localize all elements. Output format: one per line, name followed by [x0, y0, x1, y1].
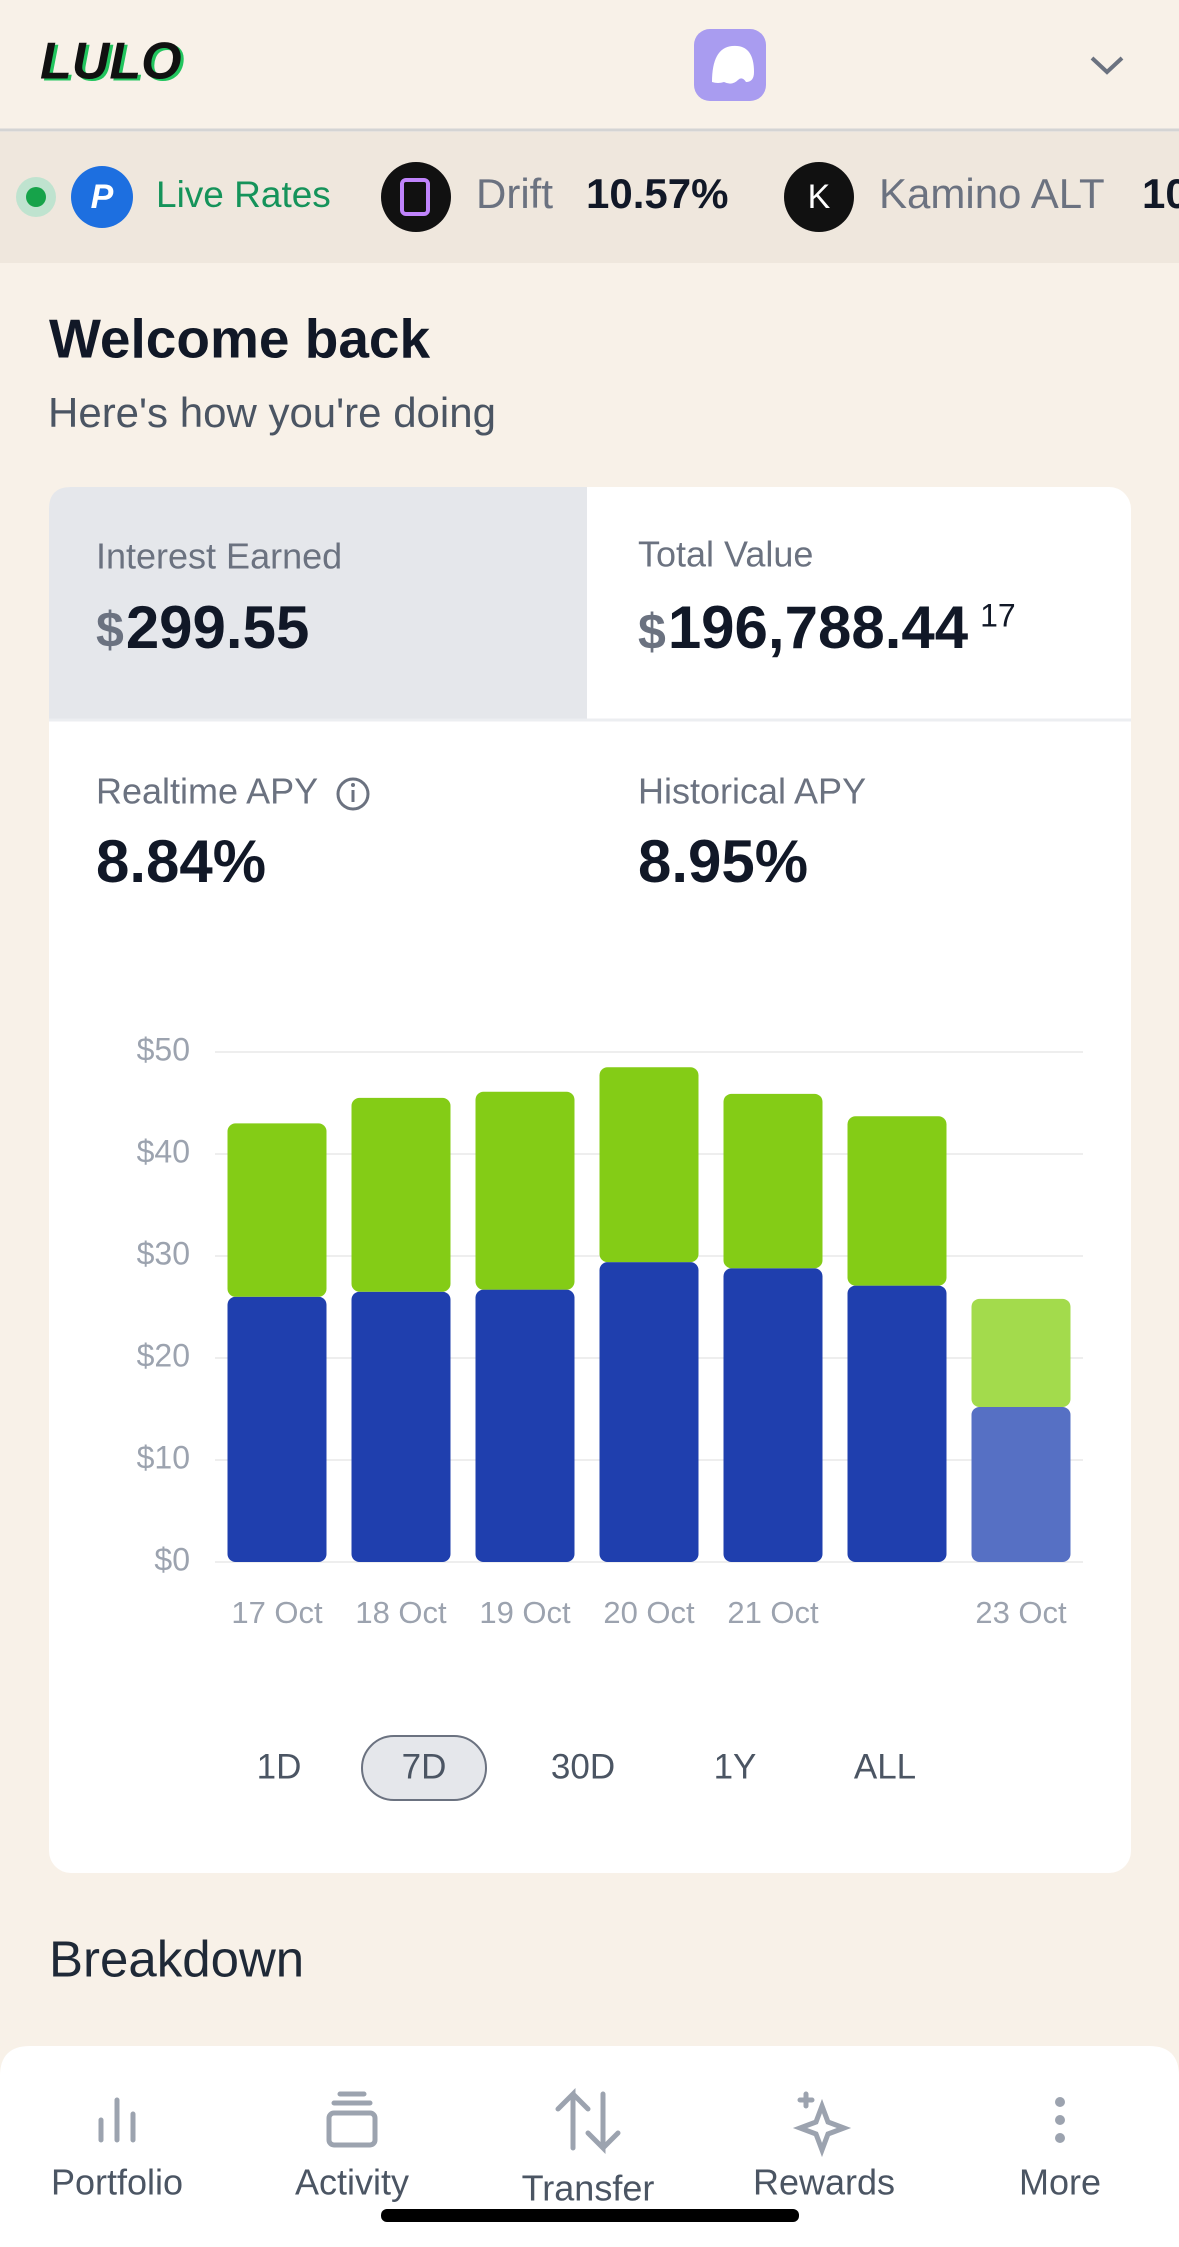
- dot: [1055, 2097, 1065, 2107]
- y-tick-label: $0: [154, 1541, 190, 1577]
- bar-segment[interactable]: [227, 1296, 327, 1562]
- y-tick-label: $50: [137, 1031, 190, 1067]
- chart: $0 $10 $20 $30 $40 $50 17 Oct 18 Oct 19 Oct 20 Oc…: [137, 1031, 1083, 1630]
- bar-segment[interactable]: [971, 1406, 1071, 1562]
- kamino-icon: [784, 162, 854, 232]
- chevron[interactable]: [1090, 56, 1124, 75]
- activity-icon: [326, 2110, 378, 2148]
- nav-label[interactable]: More: [1019, 2162, 1101, 2203]
- currency: $: [96, 602, 124, 658]
- paypal-glyph: P: [91, 178, 114, 216]
- ticker-name[interactable]: Kamino ALT: [879, 170, 1105, 217]
- range-selector: 1D 7D 30D 1Y ALL: [257, 1735, 916, 1801]
- drift-glyph: [400, 178, 430, 216]
- bar-segment[interactable]: [475, 1289, 575, 1562]
- bar-segment[interactable]: [971, 1298, 1071, 1407]
- stat-label: Interest Earned: [96, 536, 342, 577]
- info-icon[interactable]: [336, 777, 370, 811]
- dot: [1055, 2133, 1065, 2143]
- portfolio-icon: [98, 2097, 136, 2143]
- ticker-bar: [0, 132, 1179, 263]
- bar-segment[interactable]: [723, 1093, 823, 1269]
- x-tick-label: 23 Oct: [975, 1595, 1067, 1630]
- nav-label[interactable]: Portfolio: [51, 2162, 183, 2203]
- nav-labels: Portfolio Activity Transfer Rewards More: [51, 2162, 1101, 2209]
- ghost-icon: [712, 45, 754, 84]
- interest-cell[interactable]: [49, 487, 587, 719]
- stat-label: Historical APY: [638, 771, 866, 812]
- ticker-rate[interactable]: 10.57%: [586, 170, 728, 217]
- range-option[interactable]: 1Y: [714, 1747, 757, 1786]
- ticker-rate[interactable]: 10: [1142, 170, 1179, 217]
- x-tick-label: 19 Oct: [479, 1595, 571, 1630]
- nav-label[interactable]: Activity: [295, 2162, 409, 2203]
- activity-icon-lines: [331, 2091, 373, 2106]
- x-tick-label: 18 Oct: [355, 1595, 447, 1630]
- stat-value: 196,788.44: [668, 594, 969, 661]
- bar-segment[interactable]: [599, 1067, 699, 1263]
- bar-segment[interactable]: [847, 1116, 947, 1286]
- nav-bar: [0, 2046, 1179, 2247]
- y-tick-label: $20: [137, 1337, 190, 1373]
- stat-value: 8.84%: [96, 828, 266, 895]
- info-icon-dot: [351, 783, 355, 787]
- stat-label: Total Value: [638, 534, 813, 575]
- section-title: Breakdown: [49, 1930, 304, 1987]
- nav-label[interactable]: Rewards: [753, 2162, 895, 2203]
- drift-icon: [381, 162, 451, 232]
- welcome-title: Welcome back: [49, 308, 431, 370]
- bar-segment[interactable]: [351, 1291, 451, 1562]
- more-icon: [1055, 2097, 1065, 2143]
- kamino-glyph: K: [808, 178, 831, 216]
- stat-label: Realtime APY: [96, 771, 318, 812]
- paypal-icon: [71, 166, 133, 228]
- transfer-icon: [555, 2087, 621, 2155]
- x-tick-label: 20 Oct: [603, 1595, 695, 1630]
- bar-segment[interactable]: [475, 1091, 575, 1290]
- range-option[interactable]: 1D: [257, 1747, 302, 1786]
- nav-icons: [98, 2087, 852, 2158]
- x-tick-label: 21 Oct: [727, 1595, 819, 1630]
- ticker-name[interactable]: Drift: [476, 170, 553, 217]
- live-rates-label[interactable]: Live Rates: [156, 174, 331, 215]
- rewards-icon: [792, 2091, 852, 2158]
- stat-superscript: 17: [980, 597, 1016, 633]
- nav-label[interactable]: Transfer: [522, 2168, 655, 2209]
- stat-value: 8.95%: [638, 828, 808, 895]
- home-indicator: [381, 2209, 799, 2222]
- range-option[interactable]: ALL: [854, 1747, 916, 1786]
- y-tick-label: $10: [137, 1439, 190, 1475]
- bar-segment[interactable]: [227, 1123, 327, 1297]
- x-tick-label: 17 Oct: [231, 1595, 323, 1630]
- bar-segment[interactable]: [351, 1097, 451, 1292]
- y-tick-label: $40: [137, 1133, 190, 1169]
- bar-segment[interactable]: [847, 1285, 947, 1562]
- logo[interactable]: LULO: [40, 33, 182, 91]
- live-dot: [26, 187, 46, 207]
- range-pill[interactable]: [361, 1735, 487, 1801]
- bar-segment[interactable]: [599, 1262, 699, 1562]
- dot: [1055, 2115, 1065, 2125]
- range-option[interactable]: 7D: [402, 1747, 447, 1786]
- range-option[interactable]: 30D: [551, 1747, 615, 1786]
- stat-value: 299.55: [126, 594, 310, 661]
- currency: $: [638, 604, 666, 660]
- bar-segment[interactable]: [723, 1268, 823, 1562]
- y-tick-label: $30: [137, 1235, 190, 1271]
- welcome-subtitle: Here's how you're doing: [48, 389, 496, 436]
- logo-shadow: LULO: [43, 35, 185, 93]
